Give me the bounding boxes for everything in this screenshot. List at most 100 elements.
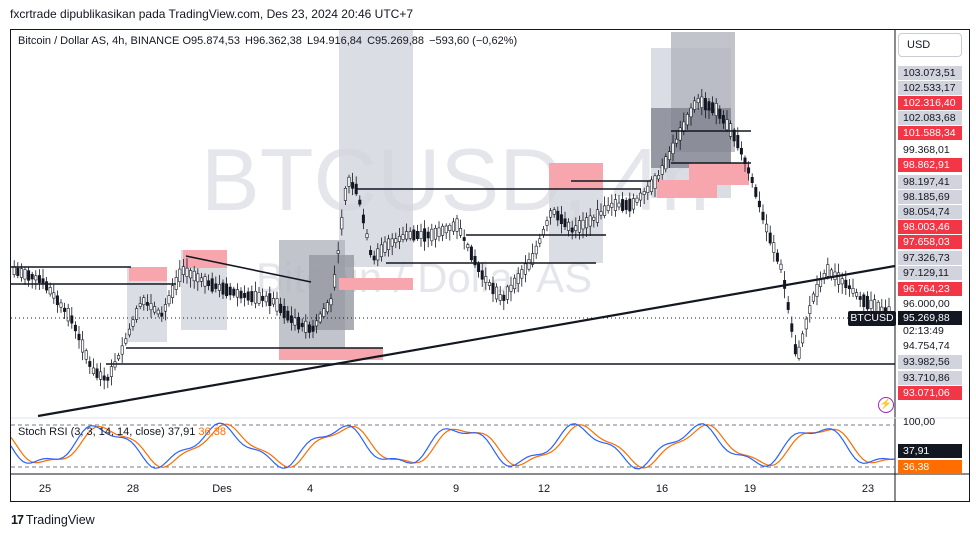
price-zone xyxy=(339,278,413,290)
candle-body xyxy=(109,366,113,377)
candle-body xyxy=(498,294,502,301)
candle-body xyxy=(660,165,664,175)
candle-body xyxy=(192,270,196,282)
candle-body xyxy=(423,228,427,242)
candle-body xyxy=(495,286,499,300)
level-lines xyxy=(11,130,895,365)
ohlc-low: L94.916,84 xyxy=(306,35,363,47)
candle-body xyxy=(199,277,203,282)
candle-body xyxy=(667,151,671,160)
candle-body xyxy=(653,175,657,189)
candle-body xyxy=(844,279,848,289)
candle-body xyxy=(333,274,337,288)
candle-body xyxy=(102,375,106,381)
candle-body xyxy=(721,115,725,124)
candle-body xyxy=(99,371,103,380)
time-axis-label: 19 xyxy=(743,483,757,495)
candle-body xyxy=(185,267,189,277)
stoch-rsi-legend[interactable]: Stoch RSI (3, 3, 14, 14, close) 37,91 36… xyxy=(18,426,226,438)
candle-body xyxy=(520,269,524,279)
candle-body xyxy=(426,231,430,239)
alert-bolt-icon[interactable]: ⚡ xyxy=(878,397,894,413)
candle-body xyxy=(473,255,477,266)
candle-body xyxy=(433,227,437,240)
candle-body xyxy=(142,297,146,306)
candle-body xyxy=(178,268,182,283)
price-scale-label: 101.588,34 xyxy=(898,126,962,140)
tradingview-logo-mark: 17 xyxy=(11,513,24,527)
candle-body xyxy=(754,187,758,197)
time-axis-label: 23 xyxy=(861,483,875,495)
candle-body xyxy=(322,308,326,317)
candle-body xyxy=(552,209,556,215)
candle-body xyxy=(351,182,355,189)
price-scale-label: 98.197,41 xyxy=(898,175,962,189)
candle-body xyxy=(837,272,841,285)
candle-body xyxy=(621,199,625,211)
candle-body xyxy=(541,228,545,236)
candle-body xyxy=(84,350,88,360)
price-scale-label: 93.071,06 xyxy=(898,386,962,400)
candle-body xyxy=(124,338,128,344)
candle-body xyxy=(361,214,365,224)
candle-body xyxy=(847,285,851,290)
candle-body xyxy=(678,127,682,141)
time-axis-label: 25 xyxy=(38,483,52,495)
candle-body xyxy=(671,142,675,155)
price-zone xyxy=(689,163,749,185)
symbol-legend[interactable]: Bitcoin / Dollar AS, 4h, BINANCE O95.874… xyxy=(18,35,519,47)
ohlc-close: C95.269,88 xyxy=(367,35,424,47)
candle-body xyxy=(401,234,405,240)
ohlc-values: O95.874,53 H96.362,38 L94.916,84 C95.269… xyxy=(182,35,519,47)
time-axis-label: 4 xyxy=(306,483,314,495)
candle-body xyxy=(369,249,373,256)
candle-body xyxy=(865,295,869,310)
candle-body xyxy=(412,229,416,241)
candle-body xyxy=(441,225,445,236)
candle-body xyxy=(606,205,610,211)
candle-body xyxy=(394,238,398,244)
candle-body xyxy=(613,199,617,211)
candle-body xyxy=(81,339,85,353)
candle-body xyxy=(761,211,765,221)
candle-body xyxy=(703,98,707,111)
candle-body xyxy=(631,198,635,210)
stoch-scale-100: 100,00 xyxy=(903,416,936,428)
candle-body xyxy=(304,320,308,333)
chart-canvas[interactable]: BTCUSD, 4h Bitcoin / Dollar AS xyxy=(11,30,969,501)
candle-body xyxy=(559,214,563,225)
price-scale-label: 97.326,73 xyxy=(898,251,962,265)
currency-button[interactable]: USD xyxy=(898,33,962,57)
candle-body xyxy=(156,309,160,315)
candle-body xyxy=(325,302,329,313)
candle-body xyxy=(293,317,297,326)
candle-body xyxy=(376,248,380,261)
price-scale-label: 98.185,69 xyxy=(898,190,962,204)
candle-body xyxy=(696,97,700,104)
price-scale-label: 96.000,00 xyxy=(903,298,950,310)
candle-body xyxy=(685,114,689,126)
candle-body xyxy=(729,123,733,137)
candle-body xyxy=(523,263,527,275)
price-scale-label: 97.658,03 xyxy=(898,235,962,249)
candle-body xyxy=(815,283,819,297)
candle-body xyxy=(736,135,740,149)
candle-body xyxy=(811,293,815,302)
candle-body xyxy=(455,218,459,232)
candle-body xyxy=(297,316,301,330)
tradingview-logo[interactable]: 17 TradingView xyxy=(11,513,95,527)
candle-body xyxy=(268,293,272,307)
candle-body xyxy=(41,278,45,284)
price-zone xyxy=(129,267,167,281)
candle-body xyxy=(289,315,293,323)
price-scale-label: 97.129,11 xyxy=(898,266,962,280)
candle-body xyxy=(531,253,535,265)
candle-body xyxy=(808,305,812,314)
candle-body xyxy=(739,147,743,155)
candle-body xyxy=(617,202,621,208)
candle-body xyxy=(59,302,63,308)
candle-body xyxy=(599,211,603,216)
candle-body xyxy=(732,129,736,142)
price-scale-label: 103.073,51 xyxy=(898,66,962,80)
candle-body xyxy=(765,223,769,233)
